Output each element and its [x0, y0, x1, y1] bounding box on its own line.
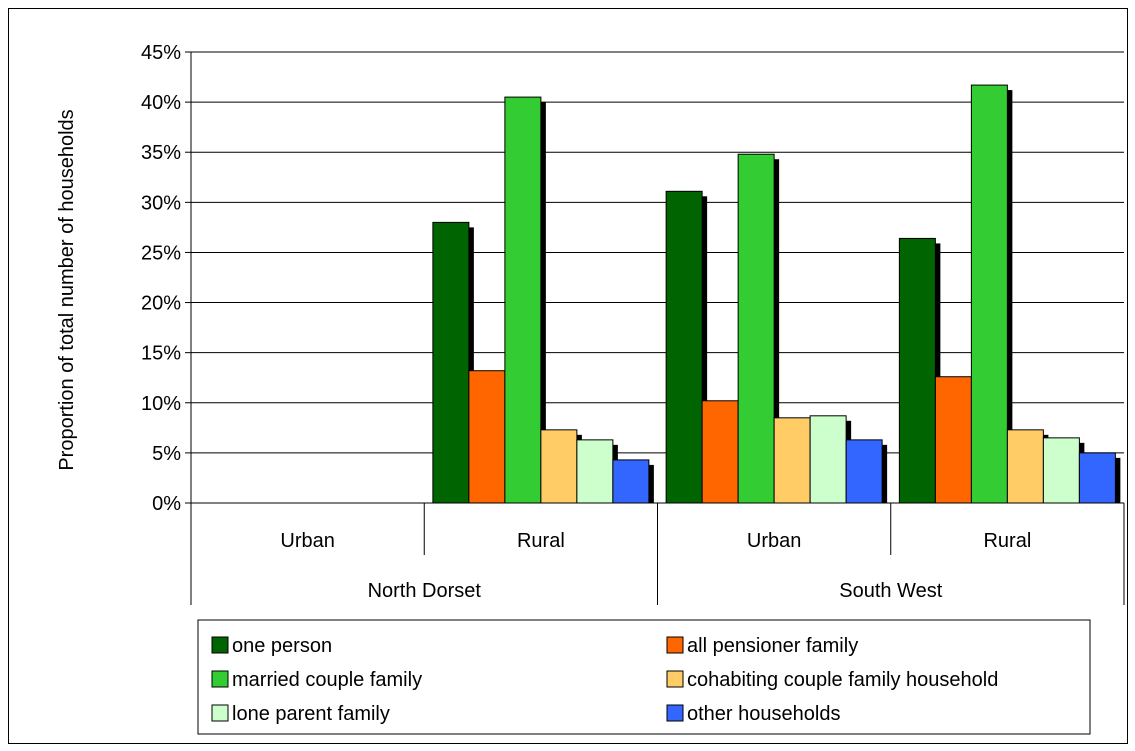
- bar: [898, 237, 936, 504]
- y-tick-labels: 0% 5% 10% 15% 20% 25% 30% 35% 40% 45%: [141, 42, 181, 515]
- y-tick-label: 25%: [141, 242, 181, 264]
- bar: [1006, 429, 1044, 504]
- bars: [432, 84, 1121, 504]
- legend-box: [197, 619, 1091, 735]
- legend-label: cohabiting couple family household: [687, 669, 998, 691]
- y-tick-label: 0%: [152, 493, 181, 515]
- bar: [612, 459, 650, 504]
- x-group-label: South West: [839, 580, 942, 602]
- y-tick-label: 35%: [141, 142, 181, 164]
- bar: [504, 96, 542, 504]
- legend: one person all pensioner family married co…: [197, 619, 1091, 735]
- legend-swatch: [666, 670, 684, 688]
- legend-label: one person: [232, 635, 332, 657]
- y-tick-label: 40%: [141, 92, 181, 114]
- legend-swatch: [666, 636, 684, 654]
- legend-label: other households: [687, 703, 840, 725]
- bar: [809, 415, 847, 504]
- legend-label: lone parent family: [232, 703, 390, 725]
- x-category-label: Urban: [280, 530, 334, 552]
- bar: [934, 376, 972, 504]
- bar: [845, 439, 883, 504]
- legend-swatch: [211, 704, 229, 722]
- bar: [468, 370, 506, 504]
- x-category-label: Rural: [983, 530, 1031, 552]
- legend-label: all pensioner family: [687, 635, 858, 657]
- bar: [432, 221, 470, 504]
- bar: [1078, 452, 1116, 504]
- y-tick-label: 30%: [141, 192, 181, 214]
- x-group-label: North Dorset: [368, 580, 482, 602]
- y-axis-label: Proportion of total number of households: [56, 109, 78, 470]
- legend-swatch: [211, 670, 229, 688]
- legend-label: married couple family: [232, 669, 422, 691]
- axes: [185, 51, 1125, 605]
- legend-swatch: [211, 636, 229, 654]
- x-category-label: Urban: [747, 530, 801, 552]
- y-tick-label: 15%: [141, 343, 181, 365]
- x-category-labels: Urban Rural Urban Rural North Dorset South We…: [280, 530, 1031, 602]
- bar: [1042, 437, 1080, 504]
- bar: [773, 417, 811, 504]
- y-tick-label: 45%: [141, 42, 181, 64]
- bar: [737, 153, 775, 504]
- bar: [665, 190, 703, 504]
- bar: [970, 84, 1008, 504]
- y-tick-label: 20%: [141, 293, 181, 315]
- y-tick-label: 10%: [141, 393, 181, 415]
- bar: [576, 439, 614, 504]
- y-tick-label: 5%: [152, 443, 181, 465]
- bar: [701, 400, 739, 504]
- x-category-label: Rural: [517, 530, 565, 552]
- bar: [540, 429, 578, 504]
- legend-swatch: [666, 704, 684, 722]
